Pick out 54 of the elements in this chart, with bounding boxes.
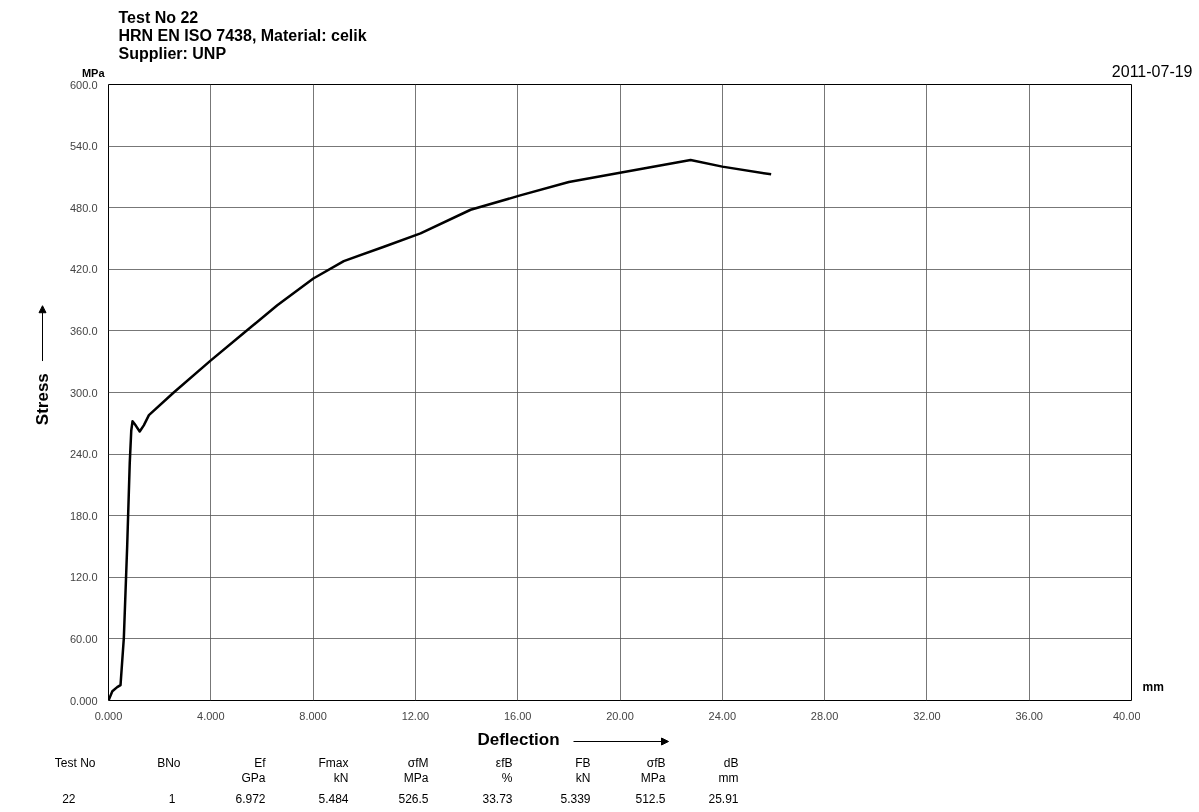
x-tick-label: 32.00 xyxy=(913,709,941,722)
text: FB xyxy=(575,755,591,770)
text: σfM xyxy=(407,755,429,770)
y-axis-title: Stress xyxy=(33,373,52,426)
text: MPa xyxy=(81,66,106,79)
chart-title: Test No 22 xyxy=(118,9,199,26)
x-tick-label: 4.000 xyxy=(197,709,225,722)
chart-subtitle: HRN EN ISO 7438, Material: celik Supplier: UNP xyxy=(118,27,367,62)
text: 5.484 xyxy=(318,792,349,806)
text: 25.91 xyxy=(708,792,739,806)
y-tick-label: 420.0 xyxy=(69,263,98,276)
text: 2011-07-19 xyxy=(1111,62,1193,80)
text: 6.972 xyxy=(235,792,266,806)
y-tick-label: 480.0 xyxy=(69,201,98,214)
text: 5.339 xyxy=(560,792,591,806)
text: 526.5 xyxy=(398,792,429,806)
x-tick-label: 28.00 xyxy=(810,709,839,722)
y-tick-label: 360.0 xyxy=(69,324,98,337)
x-tick-label: 0.000 xyxy=(94,709,123,722)
y-tick-label: 60.00 xyxy=(69,632,98,645)
y-tick-label: 120.0 xyxy=(69,571,98,584)
text: mm xyxy=(1142,680,1164,695)
text: σfB xyxy=(646,755,666,770)
text: kN xyxy=(575,770,591,785)
y-tick-label: 180.0 xyxy=(69,509,98,522)
x-axis-title: Deflection xyxy=(477,730,560,749)
x-tick-label: 24.00 xyxy=(708,709,737,722)
text: BNo xyxy=(157,755,181,770)
text: 33.73 xyxy=(482,792,513,806)
text: 1 xyxy=(168,792,176,806)
x-tick-label: 36.00 xyxy=(1015,709,1043,722)
x-tick-label: 16.00 xyxy=(503,709,532,722)
text: kN xyxy=(333,770,349,785)
text: 22 xyxy=(62,792,76,806)
y-tick-label: 540.0 xyxy=(69,140,98,153)
text: % xyxy=(501,770,513,785)
y-tick-label: 0.000 xyxy=(69,694,98,707)
text: MPa xyxy=(640,770,666,785)
text: εfB xyxy=(495,755,513,770)
x-tick-label: 40.00 xyxy=(1112,709,1141,722)
y-tick-label: 300.0 xyxy=(69,386,98,399)
x-tick-label: 12.00 xyxy=(401,709,430,722)
text: 512.5 xyxy=(635,792,666,806)
text: Ef xyxy=(254,755,267,770)
y-tick-label: 600.0 xyxy=(69,78,98,91)
text: dB xyxy=(723,755,739,770)
text: GPa xyxy=(241,770,266,785)
x-tick-label: 20.00 xyxy=(606,709,634,722)
text: mm xyxy=(718,770,739,785)
y-tick-label: 240.0 xyxy=(69,448,98,461)
x-tick-label: 8.000 xyxy=(299,709,327,722)
text: Test No xyxy=(54,755,96,770)
text: Fmax xyxy=(318,755,349,770)
text: MPa xyxy=(403,770,429,785)
